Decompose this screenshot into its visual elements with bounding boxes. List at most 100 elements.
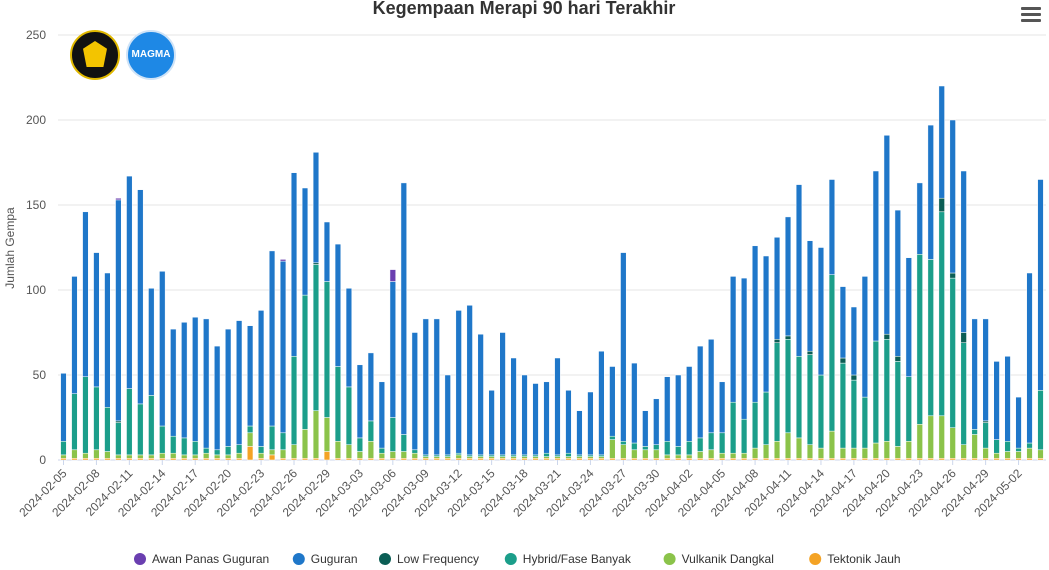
bar-segment-vulkanik-dangkal[interactable] (806, 444, 814, 459)
bar-segment-tektonik-jauh[interactable] (433, 458, 440, 461)
bar-segment-guguran[interactable] (883, 135, 890, 335)
bar-segment-awan-panas-guguran[interactable] (389, 269, 396, 282)
bar-segment-tektonik-jauh[interactable] (499, 458, 506, 461)
bar-segment-tektonik-jauh[interactable] (422, 458, 429, 461)
bar-segment-vulkanik-dangkal[interactable] (455, 454, 462, 459)
bar-segment-tektonik-jauh[interactable] (905, 458, 912, 461)
bar-segment-tektonik-jauh[interactable] (773, 458, 781, 461)
bar-segment-guguran[interactable] (543, 381, 550, 454)
bar-segment-vulkanik-dangkal[interactable] (411, 452, 418, 459)
bar-segment-vulkanik-dangkal[interactable] (433, 456, 440, 459)
bar-segment-tektonik-jauh[interactable] (214, 458, 221, 461)
bar-segment-guguran[interactable] (466, 305, 473, 456)
bar-segment-vulkanik-dangkal[interactable] (466, 456, 473, 459)
bar-segment-vulkanik-dangkal[interactable] (444, 456, 451, 459)
bar-segment-guguran[interactable] (159, 271, 166, 427)
bar-segment-tektonik-jauh[interactable] (455, 458, 462, 461)
bar-segment-hybrid-fase-banyak[interactable] (653, 444, 660, 451)
bar-segment-vulkanik-dangkal[interactable] (741, 452, 748, 459)
bar-segment-tektonik-jauh[interactable] (751, 458, 759, 461)
bar-segment-tektonik-jauh[interactable] (708, 458, 715, 461)
bar-segment-tektonik-jauh[interactable] (795, 458, 803, 461)
bar-segment-guguran[interactable] (806, 240, 814, 352)
bar-segment-guguran[interactable] (1037, 179, 1044, 391)
bar-segment-hybrid-fase-banyak[interactable] (290, 356, 298, 445)
bar-segment-tektonik-jauh[interactable] (82, 458, 89, 461)
bar-segment-vulkanik-dangkal[interactable] (268, 449, 276, 456)
bar-segment-hybrid-fase-banyak[interactable] (982, 422, 989, 449)
bar-segment-hybrid-fase-banyak[interactable] (400, 434, 407, 452)
bar-segment-hybrid-fase-banyak[interactable] (170, 435, 177, 454)
bar-segment-tektonik-jauh[interactable] (741, 458, 748, 461)
bar-segment-tektonik-jauh[interactable] (982, 458, 989, 461)
bar-segment-tektonik-jauh[interactable] (225, 458, 232, 461)
bar-segment-guguran[interactable] (576, 410, 583, 456)
bar-segment-tektonik-jauh[interactable] (960, 458, 967, 461)
bar-segment-guguran[interactable] (971, 318, 978, 430)
bar-segment-tektonik-jauh[interactable] (839, 458, 847, 461)
bar-segment-tektonik-jauh[interactable] (631, 458, 638, 461)
bar-segment-hybrid-fase-banyak[interactable] (1015, 447, 1022, 452)
bar-segment-tektonik-jauh[interactable] (60, 458, 67, 461)
bar-segment-tektonik-jauh[interactable] (784, 458, 792, 461)
bar-segment-guguran[interactable] (872, 170, 879, 342)
bar-segment-vulkanik-dangkal[interactable] (1037, 449, 1044, 459)
bar-segment-tektonik-jauh[interactable] (894, 458, 901, 461)
bar-segment-guguran[interactable] (71, 276, 78, 394)
bar-segment-hybrid-fase-banyak[interactable] (1037, 390, 1044, 451)
bar-segment-vulkanik-dangkal[interactable] (861, 447, 868, 459)
bar-segment-hybrid-fase-banyak[interactable] (356, 437, 363, 452)
bar-segment-vulkanik-dangkal[interactable] (697, 451, 704, 459)
bar-segment-guguran[interactable] (982, 318, 989, 422)
bar-segment-vulkanik-dangkal[interactable] (872, 442, 879, 459)
bar-segment-vulkanik-dangkal[interactable] (104, 451, 111, 459)
bar-segment-guguran[interactable] (609, 366, 616, 437)
bar-segment-vulkanik-dangkal[interactable] (532, 456, 539, 459)
bar-segment-vulkanik-dangkal[interactable] (488, 456, 495, 459)
bar-segment-hybrid-fase-banyak[interactable] (784, 339, 792, 434)
bar-segment-vulkanik-dangkal[interactable] (883, 441, 890, 459)
bar-segment-guguran[interactable] (938, 85, 945, 199)
bar-segment-vulkanik-dangkal[interactable] (784, 432, 792, 459)
bar-segment-vulkanik-dangkal[interactable] (631, 449, 638, 459)
bar-segment-hybrid-fase-banyak[interactable] (334, 366, 342, 442)
bar-segment-hybrid-fase-banyak[interactable] (521, 454, 528, 457)
bar-segment-hybrid-fase-banyak[interactable] (159, 425, 166, 454)
bar-segment-hybrid-fase-banyak[interactable] (751, 401, 759, 449)
bar-segment-tektonik-jauh[interactable] (1026, 458, 1033, 461)
bar-segment-hybrid-fase-banyak[interactable] (433, 454, 440, 457)
bar-segment-tektonik-jauh[interactable] (181, 458, 188, 461)
bar-segment-tektonik-jauh[interactable] (576, 458, 583, 461)
bar-segment-hybrid-fase-banyak[interactable] (82, 376, 89, 454)
bar-segment-guguran[interactable] (762, 255, 770, 393)
bar-segment-guguran[interactable] (301, 187, 309, 296)
bar-segment-vulkanik-dangkal[interactable] (576, 456, 583, 459)
legend-item[interactable]: Hybrid/Fase Banyak (504, 552, 632, 566)
bar-segment-tektonik-jauh[interactable] (192, 458, 199, 461)
bar-segment-vulkanik-dangkal[interactable] (323, 417, 331, 452)
bar-segment-hybrid-fase-banyak[interactable] (268, 425, 276, 451)
bar-segment-vulkanik-dangkal[interactable] (356, 451, 363, 459)
bar-segment-vulkanik-dangkal[interactable] (850, 447, 857, 459)
bar-segment-hybrid-fase-banyak[interactable] (93, 386, 100, 451)
bar-segment-tektonik-jauh[interactable] (565, 458, 572, 461)
bar-segment-tektonik-jauh[interactable] (653, 458, 660, 461)
bar-segment-tektonik-jauh[interactable] (345, 458, 353, 461)
bar-segment-guguran[interactable] (598, 350, 605, 456)
bar-segment-vulkanik-dangkal[interactable] (137, 454, 144, 459)
bar-segment-hybrid-fase-banyak[interactable] (192, 441, 199, 456)
bar-segment-guguran[interactable] (444, 374, 451, 456)
bar-segment-guguran[interactable] (170, 328, 177, 437)
bar-segment-tektonik-jauh[interactable] (444, 458, 451, 461)
bar-segment-hybrid-fase-banyak[interactable] (499, 454, 506, 457)
bar-segment-hybrid-fase-banyak[interactable] (115, 422, 122, 456)
bar-segment-low-frequency[interactable] (839, 357, 847, 364)
bar-segment-guguran[interactable] (773, 237, 781, 340)
legend-item[interactable]: Vulkanik Dangkal (663, 552, 774, 566)
bar-segment-hybrid-fase-banyak[interactable] (850, 379, 857, 449)
bar-segment-guguran[interactable] (949, 119, 956, 274)
bar-segment-vulkanik-dangkal[interactable] (422, 456, 429, 459)
bar-segment-tektonik-jauh[interactable] (872, 458, 879, 461)
bar-segment-vulkanik-dangkal[interactable] (675, 454, 682, 459)
bar-segment-guguran[interactable] (719, 381, 726, 434)
